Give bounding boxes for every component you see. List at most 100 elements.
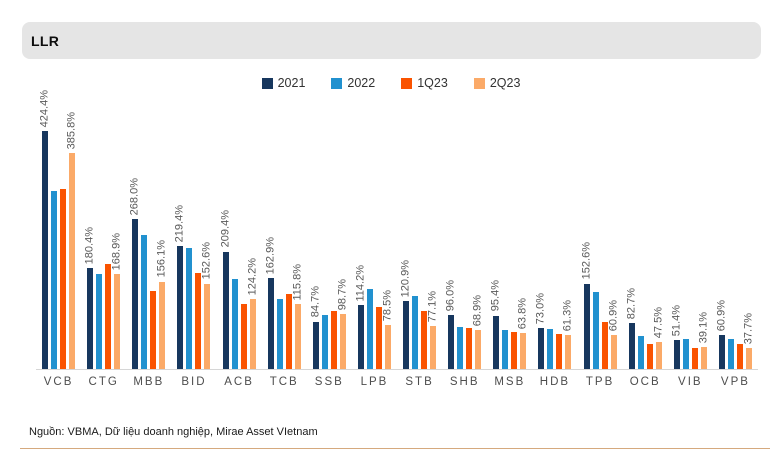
- bar-value-label: 60.9%: [715, 299, 728, 331]
- legend-item-2021[interactable]: 2021: [261, 76, 305, 90]
- bar-mbb-2q23[interactable]: 156.1%: [156, 240, 168, 369]
- x-axis-label-lpb: LPB: [360, 376, 389, 388]
- bar-vcb-2021[interactable]: 424.4%: [39, 90, 51, 369]
- bar-group-vpb: 60.9% 37.7%: [713, 98, 758, 369]
- bar-group-ssb: 84.7% 98.7%: [307, 98, 352, 369]
- bar-vpb-1q23[interactable]: [736, 344, 743, 369]
- bar-hdb-2022[interactable]: [547, 329, 554, 369]
- bar-stb-1q23[interactable]: [421, 311, 428, 369]
- bar-bid-2021[interactable]: 219.4%: [174, 205, 186, 369]
- bar-shb-2021[interactable]: 96.0%: [445, 280, 457, 369]
- bar-mbb-2022[interactable]: [141, 235, 148, 369]
- bar-msb-2021[interactable]: 95.4%: [490, 280, 502, 369]
- x-axis-label-acb: ACB: [224, 376, 254, 388]
- bar-vib-2022[interactable]: [682, 338, 689, 369]
- bar-value-label: 424.4%: [38, 90, 51, 128]
- bar-ocb-1q23[interactable]: [646, 343, 653, 369]
- bar-tcb-2q23[interactable]: 115.8%: [291, 264, 303, 369]
- bar-msb-2q23[interactable]: 63.8%: [517, 298, 529, 369]
- bar-vpb-2021[interactable]: 60.9%: [715, 300, 727, 369]
- bar-ctg-1q23[interactable]: [105, 264, 112, 369]
- bar-vib-2q23[interactable]: 39.1%: [697, 312, 709, 369]
- bar-acb-2q23[interactable]: 124.2%: [246, 258, 258, 369]
- bar-vcb-2022[interactable]: [51, 190, 58, 369]
- bar-tpb-1q23[interactable]: [601, 322, 608, 369]
- bar-ocb-2021[interactable]: 82.7%: [625, 288, 637, 369]
- bar-hdb-2q23[interactable]: 61.3%: [562, 300, 574, 369]
- bar-lpb-2022[interactable]: [366, 288, 373, 369]
- bar-msb-2022[interactable]: [502, 329, 509, 369]
- bar-acb-2022[interactable]: [231, 279, 238, 369]
- bar-msb-1q23[interactable]: [511, 332, 518, 369]
- legend-item-2022[interactable]: 2022: [331, 76, 375, 90]
- bar-vib-1q23[interactable]: [691, 348, 698, 369]
- bar-stb-2021[interactable]: 120.9%: [400, 260, 412, 369]
- legend-swatch-icon: [331, 77, 343, 89]
- bar-acb-1q23[interactable]: [240, 303, 247, 369]
- legend-swatch-icon: [261, 77, 273, 89]
- bar-stb-2022[interactable]: [412, 295, 419, 369]
- legend-item-1q23[interactable]: 1Q23: [401, 76, 448, 90]
- bar-shb-2022[interactable]: [457, 327, 464, 369]
- x-axis-label-bid: BID: [181, 376, 207, 388]
- bar-shb-2q23[interactable]: 68.9%: [472, 295, 484, 369]
- bar-group-hdb: 73.0% 61.3%: [532, 98, 577, 369]
- bar-bid-1q23[interactable]: [195, 273, 202, 369]
- bar-ctg-2021[interactable]: 180.4%: [84, 227, 96, 369]
- bar-vcb-1q23[interactable]: [60, 188, 67, 369]
- bar-lpb-1q23[interactable]: [375, 307, 382, 369]
- bar-value-label: 98.7%: [336, 278, 349, 310]
- x-axis-label-mbb: MBB: [133, 376, 165, 388]
- legend-label: 2022: [347, 76, 376, 90]
- bar-ctg-2022[interactable]: [96, 273, 103, 369]
- bar-value-label: 114.2%: [354, 264, 367, 302]
- bar-value-label: 84.7%: [309, 286, 322, 318]
- bar-bid-2q23[interactable]: 152.6%: [201, 242, 213, 369]
- bar-mbb-1q23[interactable]: [150, 291, 157, 369]
- bar-hdb-2021[interactable]: 73.0%: [535, 293, 547, 369]
- bar-ocb-2022[interactable]: [637, 336, 644, 369]
- bar-ocb-2q23[interactable]: 47.5%: [652, 307, 664, 369]
- legend-swatch-icon: [401, 77, 413, 89]
- bar-tpb-2022[interactable]: [592, 292, 599, 369]
- bar-value-label: 96.0%: [444, 280, 457, 312]
- bar-tcb-2022[interactable]: [276, 298, 283, 369]
- bar-lpb-2q23[interactable]: 78.5%: [381, 290, 393, 369]
- x-axis-label-vcb: VCB: [43, 376, 74, 388]
- bar-ctg-2q23[interactable]: 168.9%: [111, 233, 123, 369]
- bar-group-msb: 95.4% 63.8%: [487, 98, 532, 369]
- bar-ssb-1q23[interactable]: [330, 310, 337, 369]
- bar-ssb-2021[interactable]: 84.7%: [309, 286, 321, 369]
- x-axis-label-tpb: TPB: [585, 376, 615, 388]
- bar-acb-2021[interactable]: 209.4%: [219, 210, 231, 369]
- bar-vpb-2q23[interactable]: 37.7%: [742, 313, 754, 369]
- bar-group-lpb: 114.2% 78.5%: [352, 98, 397, 369]
- bar-vib-2021[interactable]: 51.4%: [670, 305, 682, 369]
- bar-value-label: 219.4%: [173, 204, 186, 243]
- bar-group-shb: 96.0% 68.9%: [442, 98, 487, 369]
- bar-group-ctg: 180.4% 168.9%: [81, 98, 126, 369]
- bar-value-label: 385.8%: [65, 111, 78, 149]
- bar-bid-2022[interactable]: [186, 247, 193, 369]
- bar-value-label: 268.0%: [128, 177, 141, 215]
- bar-lpb-2021[interactable]: 114.2%: [354, 265, 366, 369]
- bar-ssb-2022[interactable]: [321, 314, 328, 369]
- bar-stb-2q23[interactable]: 77.1%: [427, 291, 439, 369]
- bar-vcb-2q23[interactable]: 385.8%: [66, 112, 78, 369]
- bar-ssb-2q23[interactable]: 98.7%: [336, 279, 348, 369]
- legend-label: 1Q23: [417, 76, 448, 90]
- bar-tcb-1q23[interactable]: [285, 294, 292, 369]
- bar-hdb-1q23[interactable]: [556, 334, 563, 369]
- page-title: LLR: [31, 32, 60, 49]
- bar-mbb-2021[interactable]: 268.0%: [129, 178, 141, 369]
- bar-tcb-2021[interactable]: 162.9%: [264, 237, 276, 369]
- bar-vpb-2022[interactable]: [727, 339, 734, 369]
- bar-shb-1q23[interactable]: [466, 328, 473, 369]
- legend-item-2q23[interactable]: 2Q23: [473, 76, 520, 90]
- bar-tpb-2021[interactable]: 152.6%: [580, 242, 592, 369]
- bar-tpb-2q23[interactable]: 60.9%: [607, 300, 619, 369]
- chart-header: LLR: [22, 22, 761, 59]
- bar-value-label: 168.9%: [110, 233, 123, 271]
- bar-value-label: 209.4%: [219, 210, 232, 248]
